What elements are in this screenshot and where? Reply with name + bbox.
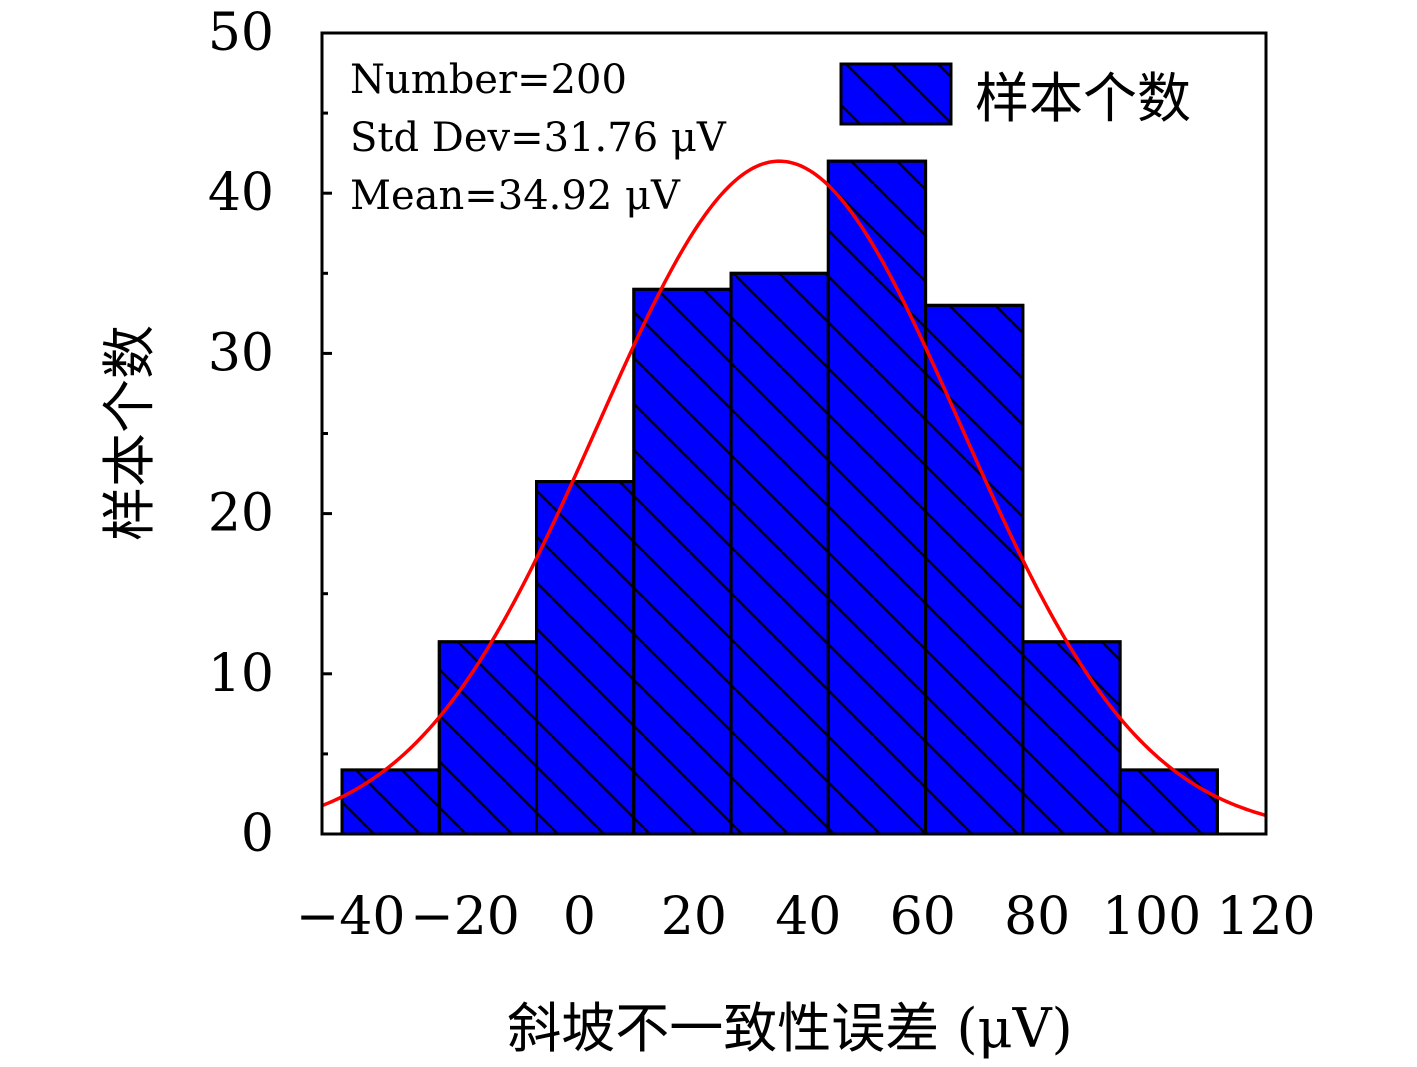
x-tick-label: 120 xyxy=(1216,887,1315,947)
stat-std-dev: Std Dev=31.76 μV xyxy=(350,115,727,161)
y-tick-label: 40 xyxy=(208,163,274,223)
legend: 样本个数 xyxy=(839,62,1191,130)
histogram-bar-hatch-8 xyxy=(1118,768,1219,836)
stat-mean: Mean=34.92 μV xyxy=(350,173,681,219)
x-tick-label: 80 xyxy=(1004,887,1070,947)
histogram-bars xyxy=(340,159,1219,836)
y-tick-label: 30 xyxy=(208,323,274,383)
histogram-bar-hatch-0 xyxy=(340,768,441,836)
x-tick-label: 60 xyxy=(890,887,956,947)
y-tick-label: 20 xyxy=(208,484,274,544)
x-tick-label: −40 xyxy=(296,887,406,947)
histogram-bar-hatch-1 xyxy=(437,640,539,836)
legend-label: 样本个数 xyxy=(975,67,1191,130)
y-axis: 0 10 20 30 40 50 xyxy=(208,3,332,864)
legend-swatch-hatch xyxy=(841,64,951,124)
x-tick-label: 100 xyxy=(1102,887,1201,947)
histogram-bar-hatch-4 xyxy=(729,271,830,836)
histogram-bar-hatch-3 xyxy=(632,287,733,836)
histogram-bar-hatch-5 xyxy=(826,159,928,836)
histogram-bar-hatch-6 xyxy=(924,303,1025,836)
x-tick-label: −20 xyxy=(410,887,520,947)
x-tick-label: 20 xyxy=(661,887,727,947)
y-axis-title: 样本个数 xyxy=(98,325,161,541)
histogram-bar-hatch-7 xyxy=(1021,640,1122,836)
stat-number: Number=200 xyxy=(350,57,627,103)
x-tick-label: 0 xyxy=(563,887,596,947)
stats-box: Number=200 Std Dev=31.76 μV Mean=34.92 μ… xyxy=(350,57,727,219)
y-tick-label: 50 xyxy=(208,3,274,63)
histogram-bar-hatch-2 xyxy=(535,480,636,836)
normal-fit-curve xyxy=(321,159,1267,818)
x-axis: −40 −20 0 20 40 60 80 100 120 xyxy=(296,887,1316,947)
x-axis-title: 斜坡不一致性误差 (μV) xyxy=(507,997,1072,1060)
y-tick-label: 10 xyxy=(208,644,274,704)
x-tick-label: 40 xyxy=(775,887,841,947)
y-tick-label: 0 xyxy=(241,804,274,864)
